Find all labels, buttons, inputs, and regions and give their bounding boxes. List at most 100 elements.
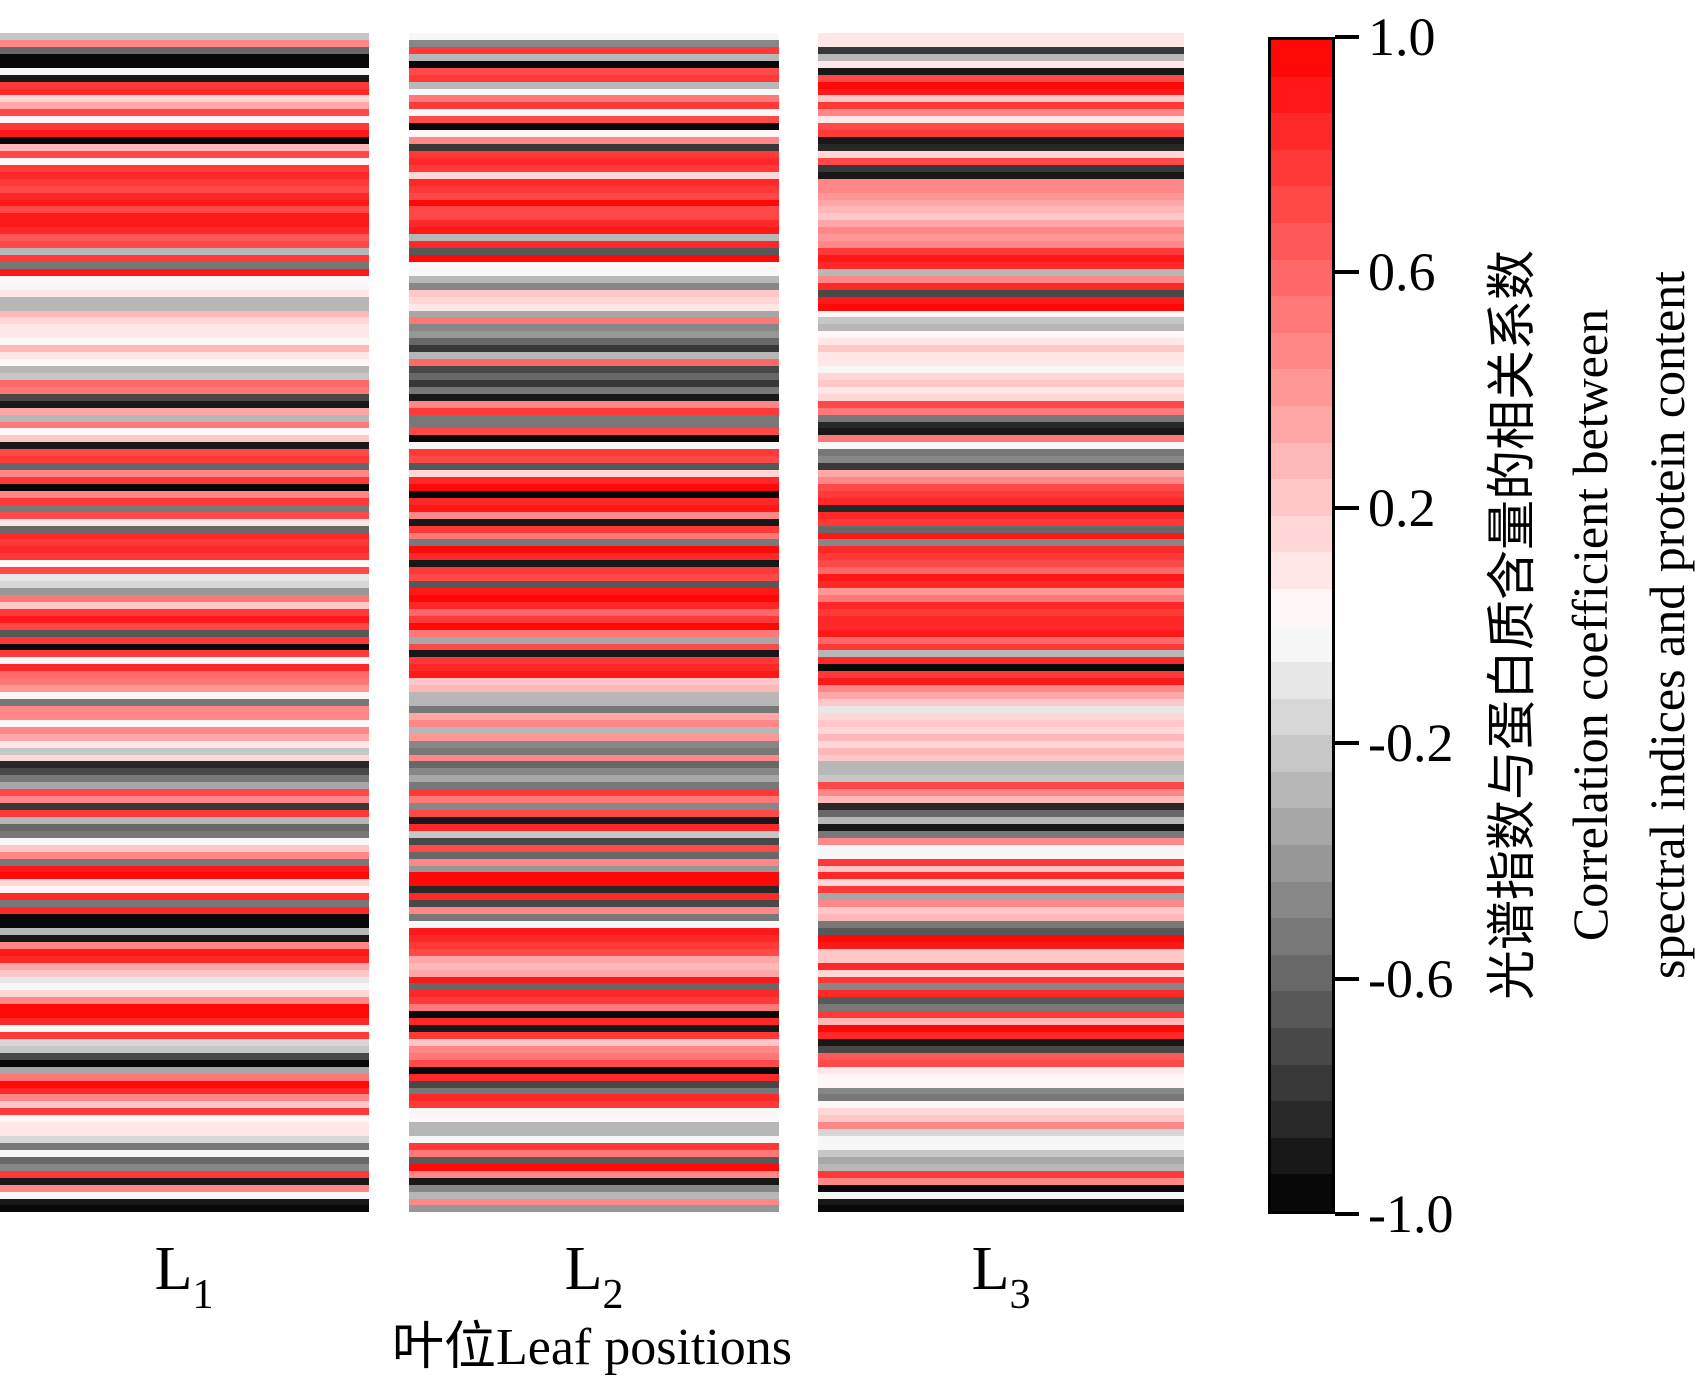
heatmap-cell	[409, 567, 779, 575]
heatmap-cell	[409, 1018, 779, 1026]
heatmap-cell	[818, 483, 1184, 491]
heatmap-cell	[818, 976, 1184, 984]
heatmap-cell	[0, 893, 369, 901]
heatmap-cell	[0, 615, 369, 623]
heatmap-cell	[818, 914, 1184, 921]
heatmap-cell	[818, 601, 1184, 609]
heatmap-cell	[409, 900, 779, 908]
heatmap-cell	[0, 88, 369, 96]
heatmap-cell	[0, 477, 369, 484]
heatmap-cell	[0, 46, 369, 54]
heatmap-cell	[0, 719, 369, 727]
heatmap-cell	[409, 171, 779, 179]
heatmap-cell	[0, 699, 369, 706]
heatmap-cell	[818, 504, 1184, 512]
heatmap-cell	[818, 789, 1184, 797]
heatmap-cell	[409, 1143, 779, 1150]
heatmap-cell	[818, 969, 1184, 977]
colorbar-step	[1271, 113, 1332, 150]
heatmap-cell	[818, 449, 1184, 457]
heatmap-cell	[409, 470, 779, 477]
heatmap-cell	[818, 463, 1184, 471]
heatmap-cell	[0, 1163, 369, 1171]
heatmap-cell	[409, 137, 779, 144]
heatmap-cell	[0, 74, 369, 82]
heatmap-cell	[0, 1108, 369, 1116]
heatmap-cell	[409, 1038, 779, 1046]
heatmap-cell	[0, 1156, 369, 1164]
colorbar-step	[1271, 808, 1332, 846]
heatmap-cell	[409, 421, 779, 429]
heatmap-cell	[818, 372, 1184, 380]
heatmap-cell	[0, 1004, 369, 1012]
heatmap-cell	[409, 518, 779, 526]
heatmap-cell	[818, 102, 1184, 110]
heatmap-cell	[818, 518, 1184, 526]
heatmap-cell	[818, 352, 1184, 360]
heatmap-cell	[409, 976, 779, 984]
heatmap-cell	[818, 164, 1184, 172]
heatmap-cell	[409, 213, 779, 221]
heatmap-cell	[818, 796, 1184, 804]
heatmap-cell	[409, 206, 779, 214]
heatmap-cell	[0, 678, 369, 686]
heatmap-cell	[0, 1101, 369, 1109]
heatmap-cell	[818, 1156, 1184, 1164]
heatmap-cell	[0, 1191, 369, 1199]
heatmap-cell	[0, 1136, 369, 1143]
colorbar-tick-label: 0.2	[1368, 477, 1436, 538]
heatmap-cell	[409, 449, 779, 457]
heatmap-cell	[818, 303, 1184, 311]
heatmap-cell	[409, 483, 779, 491]
heatmap-cell	[0, 567, 369, 575]
x-axis-label: 叶位Leaf positions	[391, 1319, 793, 1376]
heatmap-cell	[0, 95, 369, 103]
heatmap-cell	[409, 185, 779, 193]
heatmap-cell	[818, 907, 1184, 915]
heatmap-cell	[0, 983, 369, 991]
heatmap-cell	[818, 643, 1184, 651]
heatmap-cell	[0, 282, 369, 290]
heatmap-cell	[0, 338, 369, 346]
heatmap-cell	[0, 379, 369, 387]
heatmap-cell	[0, 657, 369, 665]
heatmap-cell	[0, 858, 369, 866]
heatmap-cell	[409, 67, 779, 75]
heatmap-cell	[409, 477, 779, 484]
heatmap-cell	[409, 872, 779, 880]
heatmap-cell	[818, 636, 1184, 644]
heatmap-cell	[409, 990, 779, 998]
heatmap-cell	[409, 830, 779, 838]
heatmap-cell	[409, 220, 779, 228]
heatmap-cell	[409, 435, 779, 443]
heatmap-cell	[818, 719, 1184, 727]
heatmap-cell	[818, 248, 1184, 255]
heatmap-cell	[409, 379, 779, 387]
heatmap-cell	[818, 844, 1184, 852]
heatmap-cell	[409, 921, 779, 928]
heatmap-cell	[818, 664, 1184, 672]
heatmap-cell	[409, 643, 779, 651]
heatmap-cell	[0, 955, 369, 963]
heatmap-cell	[0, 837, 369, 845]
heatmap-cell	[409, 109, 779, 117]
heatmap-cell	[0, 442, 369, 450]
heatmap-cell	[818, 1045, 1184, 1053]
colorbar	[1268, 37, 1335, 1214]
heatmap-cell	[0, 865, 369, 873]
heatmap-cell	[0, 400, 369, 408]
heatmap-cell	[409, 81, 779, 89]
heatmap-cell	[409, 400, 779, 408]
heatmap-cell	[818, 213, 1184, 221]
heatmap-cell	[818, 268, 1184, 276]
colorbar-step	[1271, 1137, 1332, 1175]
heatmap-cell	[818, 692, 1184, 699]
heatmap-cell	[0, 879, 369, 887]
heatmap-cell	[0, 255, 369, 262]
heatmap-cell	[818, 81, 1184, 89]
heatmap-cell	[409, 1129, 779, 1137]
heatmap-cell	[0, 671, 369, 679]
heatmap-cell	[409, 366, 779, 373]
heatmap-cell	[818, 88, 1184, 96]
